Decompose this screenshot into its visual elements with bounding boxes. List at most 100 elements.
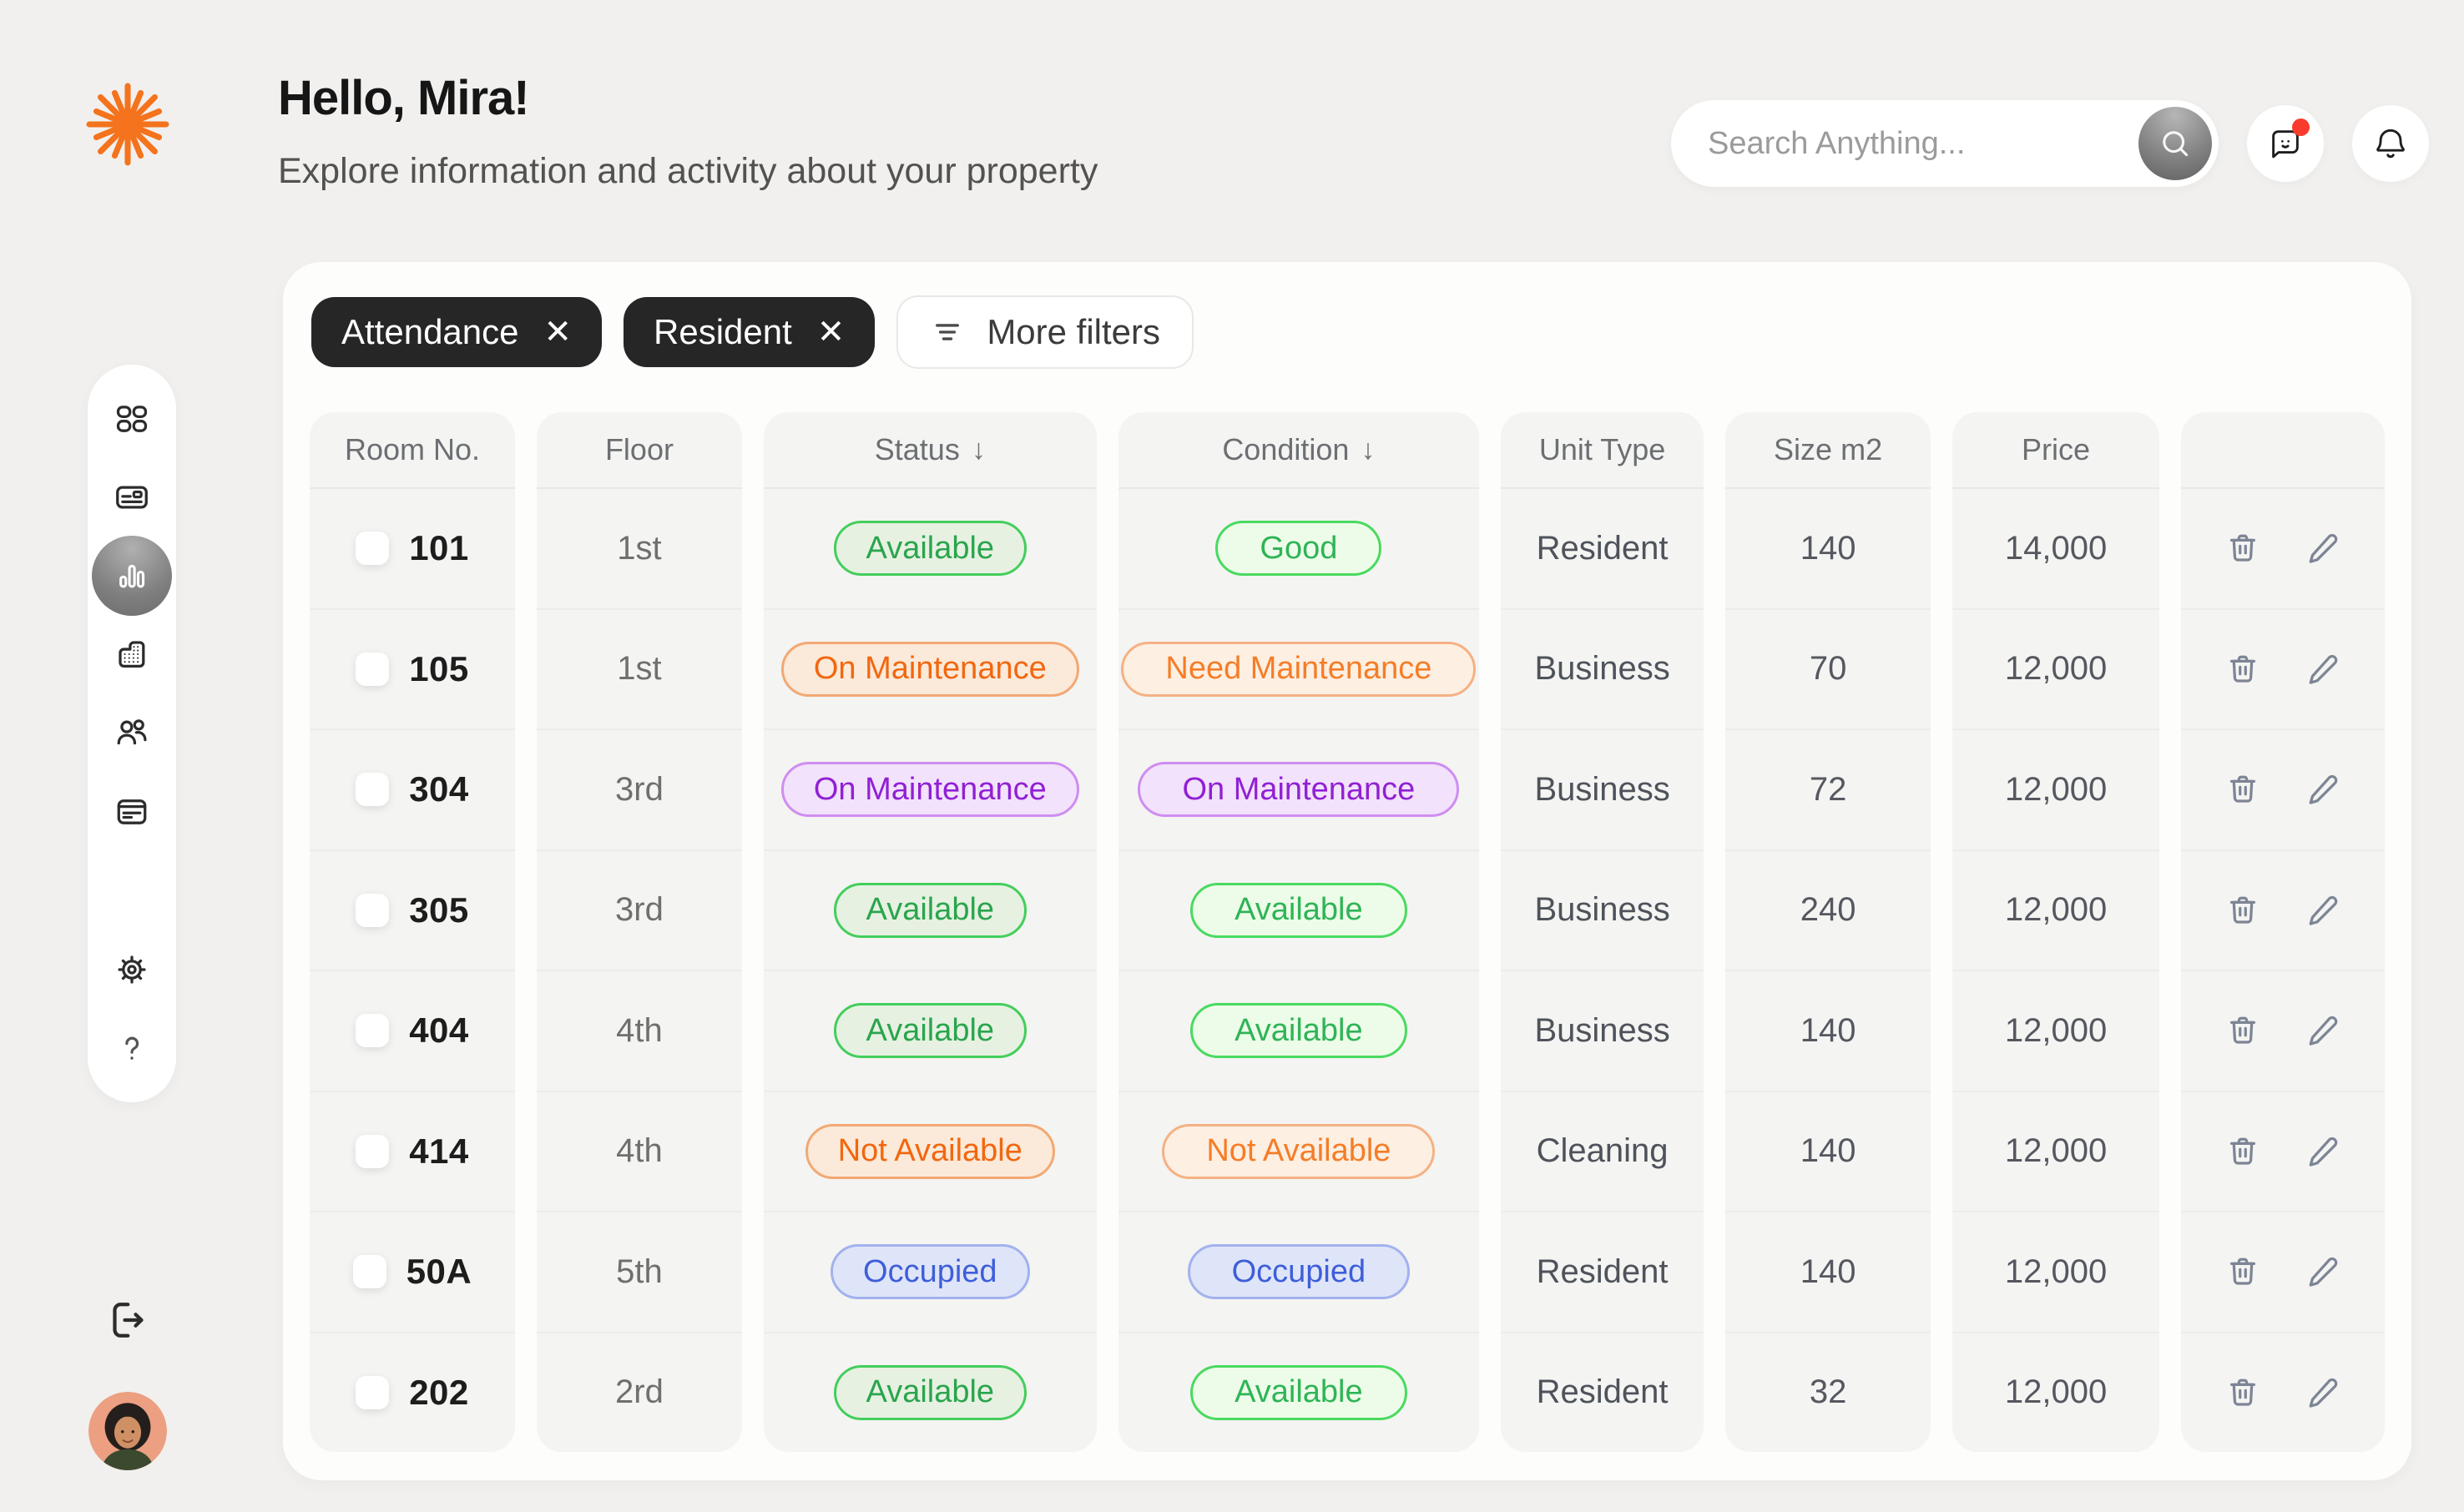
notifications-button[interactable] <box>2352 105 2429 182</box>
edit-icon <box>2309 775 2338 804</box>
greeting-title: Hello, Mira! <box>278 71 530 125</box>
table-cell-condition: Not Available <box>1118 1090 1480 1212</box>
row-checkbox[interactable] <box>356 1134 390 1168</box>
row-checkbox[interactable] <box>356 1375 390 1409</box>
status-badge: On Maintenance <box>780 762 1079 818</box>
price-label: 12,000 <box>2004 650 2108 688</box>
table-cell-price: 14,000 <box>1952 489 2159 608</box>
trash-icon <box>2229 1137 2256 1165</box>
unit-type-label: Business <box>1534 891 1670 929</box>
sidebar-item-help[interactable] <box>113 1029 151 1067</box>
table-column-room: Room No. 101 105 304 305 404 414 50A 202 <box>310 412 515 1452</box>
row-checkbox[interactable] <box>356 532 390 566</box>
sidebar-item-cards[interactable] <box>113 478 151 517</box>
column-header-condition[interactable]: Condition ↓ <box>1118 412 1480 489</box>
help-icon <box>125 1036 139 1060</box>
price-label: 12,000 <box>2004 770 2108 808</box>
table-cell-room: 305 <box>310 849 515 970</box>
edit-row-button[interactable] <box>2304 770 2342 809</box>
status-badge: Not Available <box>805 1123 1055 1179</box>
price-label: 14,000 <box>2004 529 2108 567</box>
filter-chip-resident[interactable]: Resident ✕ <box>624 297 876 367</box>
column-header-floor: Floor <box>536 412 742 489</box>
price-label: 12,000 <box>2004 1011 2108 1049</box>
bell-icon <box>2376 129 2405 159</box>
sort-desc-icon[interactable]: ↓ <box>971 433 986 466</box>
filter-bar: Attendance ✕ Resident ✕ More filters <box>311 295 2385 369</box>
sidebar-item-schedule[interactable] <box>113 792 151 830</box>
floor-label: 5th <box>616 1252 663 1290</box>
filter-chip-attendance[interactable]: Attendance ✕ <box>311 297 603 367</box>
column-header-status[interactable]: Status ↓ <box>763 412 1097 489</box>
table-column-actions <box>2181 412 2385 1452</box>
table-cell-size: 140 <box>1725 1211 1931 1332</box>
row-checkbox[interactable] <box>356 893 390 927</box>
filter-chip-label: Resident <box>654 312 792 351</box>
grid-icon <box>116 406 148 432</box>
edit-row-button[interactable] <box>2304 650 2342 688</box>
sidebar-item-dashboard[interactable] <box>113 400 151 438</box>
unit-type-label: Resident <box>1536 529 1669 567</box>
search-input[interactable] <box>1708 125 2138 162</box>
close-icon[interactable]: ✕ <box>816 314 846 350</box>
search-button[interactable] <box>2138 107 2212 180</box>
table-cell-size: 240 <box>1725 849 1931 970</box>
row-checkbox[interactable] <box>352 1255 386 1289</box>
delete-row-button[interactable] <box>2224 1252 2262 1291</box>
sidebar-item-property[interactable] <box>113 635 151 673</box>
table-cell-status: Occupied <box>763 1211 1097 1332</box>
table-cell-unit: Resident <box>1501 1331 1704 1453</box>
table-cell-price: 12,000 <box>1952 728 2160 849</box>
search-icon <box>2163 131 2189 157</box>
sidebar-item-analytics[interactable] <box>92 536 172 616</box>
sidebar-item-settings[interactable] <box>113 950 151 989</box>
column-header-size: Size m2 <box>1725 412 1931 489</box>
table-cell-room: 404 <box>310 970 515 1091</box>
column-header-label: Size m2 <box>1774 432 1883 466</box>
edit-row-button[interactable] <box>2304 1373 2342 1412</box>
trash-icon <box>2229 655 2256 683</box>
edit-row-button[interactable] <box>2304 891 2342 930</box>
table-cell-unit: Business <box>1501 849 1704 970</box>
size-label: 240 <box>1800 891 1856 929</box>
user-avatar[interactable] <box>88 1392 167 1470</box>
condition-badge: Available <box>1190 1003 1407 1059</box>
delete-row-button[interactable] <box>2224 1373 2262 1412</box>
edit-icon <box>2309 895 2338 925</box>
delete-row-button[interactable] <box>2224 529 2262 567</box>
edit-row-button[interactable] <box>2304 529 2342 567</box>
starburst-icon <box>86 83 169 166</box>
edit-icon <box>2309 654 2338 684</box>
edit-row-button[interactable] <box>2304 1011 2342 1050</box>
row-checkbox[interactable] <box>356 773 390 807</box>
table-cell-actions <box>2181 728 2385 849</box>
table-cell-room: 202 <box>310 1331 515 1453</box>
close-icon[interactable]: ✕ <box>543 314 573 350</box>
delete-row-button[interactable] <box>2224 770 2262 809</box>
sort-desc-icon[interactable]: ↓ <box>1361 433 1376 466</box>
table-cell-condition: On Maintenance <box>1118 728 1480 849</box>
unit-type-label: Resident <box>1536 1373 1669 1411</box>
more-filters-button[interactable]: More filters <box>896 295 1194 369</box>
size-label: 70 <box>1809 650 1847 688</box>
delete-row-button[interactable] <box>2224 1011 2262 1050</box>
sidebar-item-residents[interactable] <box>113 713 151 752</box>
floor-label: 1st <box>617 650 662 688</box>
table-cell-status: Available <box>763 849 1097 970</box>
logout-button[interactable] <box>102 1295 152 1345</box>
table-cell-price: 12,000 <box>1952 849 2160 970</box>
table-cell-price: 12,000 <box>1952 970 2160 1091</box>
condition-badge: Good <box>1215 521 1382 577</box>
row-checkbox[interactable] <box>356 1014 390 1048</box>
delete-row-button[interactable] <box>2224 650 2262 688</box>
table-cell-price: 12,000 <box>1952 607 2160 729</box>
condition-badge: On Maintenance <box>1138 762 1460 818</box>
edit-row-button[interactable] <box>2304 1132 2342 1171</box>
delete-row-button[interactable] <box>2224 1132 2262 1171</box>
edit-row-button[interactable] <box>2304 1252 2342 1291</box>
floor-label: 3rd <box>615 770 664 808</box>
messages-button[interactable] <box>2247 105 2324 182</box>
delete-row-button[interactable] <box>2224 891 2262 930</box>
table-cell-unit: Business <box>1501 728 1704 849</box>
row-checkbox[interactable] <box>356 652 390 686</box>
